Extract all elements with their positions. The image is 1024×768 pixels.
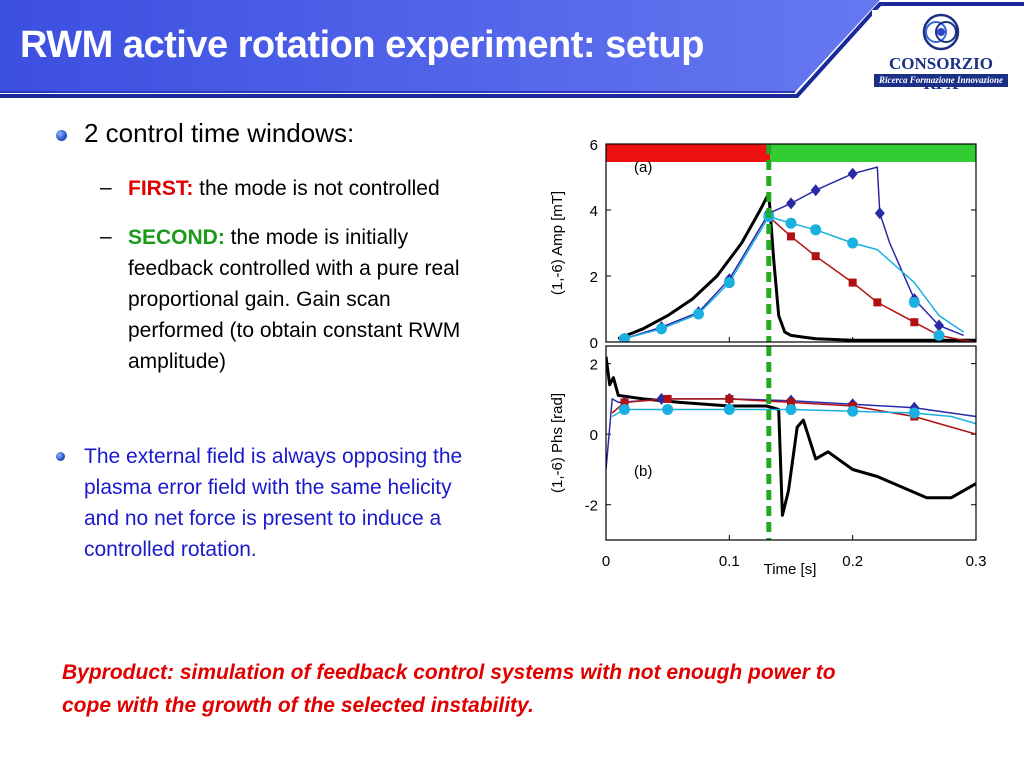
phs-point (785, 403, 797, 415)
phs-point (620, 398, 629, 407)
amp-point (933, 329, 945, 341)
amp-y-axis-label: (1,-6) Amp [mT] (549, 191, 566, 295)
amp-point (786, 197, 796, 210)
second-line-4: amplitude) (128, 350, 227, 373)
phs-point (619, 403, 630, 415)
bullet-control-windows: 2 control time windows: (84, 118, 355, 148)
second-text: the mode is initially (224, 226, 409, 249)
amp-point (656, 323, 667, 335)
bullet-external-field: The external field is always opposing th… (84, 445, 463, 561)
amp-point (847, 237, 859, 249)
amp-series-line-0 (617, 192, 976, 342)
phs-y-tick-label-1: 0 (590, 427, 598, 444)
phs-point (787, 398, 795, 407)
x-tick-label-2: 0.2 (842, 553, 863, 570)
phs-panel-label: (b) (634, 463, 652, 480)
phs-y-tick-label-2: 2 (590, 357, 598, 374)
x-tick-label-0: 0 (602, 553, 610, 570)
second-label: SECOND: (128, 226, 225, 249)
control-window-bar-1 (770, 144, 976, 162)
phs-plot-frame (605, 345, 977, 541)
amp-y-tick-label-0: 0 (590, 335, 598, 352)
sub-bullet-first: FIRST: the mode is not controlled (128, 173, 440, 204)
second-line-1: feedback controlled with a pure real (128, 257, 460, 280)
logo-emblem-icon (922, 13, 960, 51)
phs-y-tick-label-0: -2 (585, 498, 598, 515)
phs-series-line-0 (606, 356, 976, 517)
amp-series-line-2 (624, 215, 965, 340)
amp-point (874, 207, 885, 220)
phs-point (723, 403, 735, 415)
phs-point (847, 405, 859, 417)
amp-point (785, 217, 797, 229)
amp-point (873, 298, 882, 307)
logo-subtitle: Ricerca Formazione Innovazione (874, 74, 1008, 87)
byproduct-line-1: Byproduct: simulation of feedback contro… (62, 661, 836, 684)
byproduct-line-2: cope with the growth of the selected ins… (62, 694, 534, 717)
bullet-dot-icon (56, 130, 67, 141)
amp-series-line-1 (624, 166, 964, 340)
x-tick-label-3: 0.3 (966, 553, 987, 570)
phs-point (725, 394, 734, 403)
phs-point (908, 407, 920, 419)
rwm-chart: 0 2 4 6 (a) (1,-6) Amp [mT] -2 0 2 (b) (1,-6) Phs … (549, 137, 987, 578)
amp-panel-label: (a) (634, 159, 652, 176)
control-window-bar-0 (606, 144, 771, 162)
phs-point (663, 394, 672, 403)
x-axis-label: Time [s] (764, 561, 817, 578)
bullet-dot-icon (56, 452, 65, 461)
amp-point (810, 224, 822, 236)
amp-point (848, 278, 857, 287)
amp-plot-area (617, 166, 976, 342)
amp-point (619, 333, 630, 342)
header-band (0, 0, 1024, 98)
amp-plot-frame (605, 143, 977, 343)
amp-y-tick-label-1: 2 (590, 269, 598, 286)
x-tick-label-1: 0.1 (719, 553, 740, 570)
amp-point (811, 252, 820, 261)
slide-title: RWM active rotation experiment: setup (20, 24, 704, 66)
amp-point (723, 277, 735, 289)
sub-bullet-dash-icon: – (100, 176, 112, 199)
first-label: FIRST: (128, 177, 194, 200)
amp-point (787, 232, 795, 241)
byproduct-note: Byproduct: simulation of feedback contro… (62, 656, 962, 722)
amp-y-tick-label-3: 6 (590, 137, 598, 154)
second-line-2: proportional gain. Gain scan (128, 288, 391, 311)
phs-y-axis-label: (1,-6) Phs [rad] (549, 393, 566, 493)
consorzio-rfx-logo: CONSORZIO RFX Ricerca Formazione Innovaz… (872, 10, 1010, 93)
second-line-3: performed (to obtain constant RWM (128, 319, 461, 342)
first-text: the mode is not controlled (193, 177, 440, 200)
phs-plot-area (606, 356, 976, 517)
amp-series-line-3 (768, 216, 976, 342)
amp-y-tick-label-2: 4 (590, 203, 598, 220)
amp-point (810, 184, 821, 197)
sub-bullet-second: SECOND: the mode is initially feedback c… (128, 222, 508, 377)
phs-point (662, 403, 674, 415)
amp-point (934, 319, 944, 332)
amp-point (847, 167, 858, 180)
amp-point (693, 308, 704, 320)
amp-point (908, 296, 920, 308)
amp-point (910, 318, 919, 327)
sub-bullet-dash-icon: – (100, 225, 112, 248)
